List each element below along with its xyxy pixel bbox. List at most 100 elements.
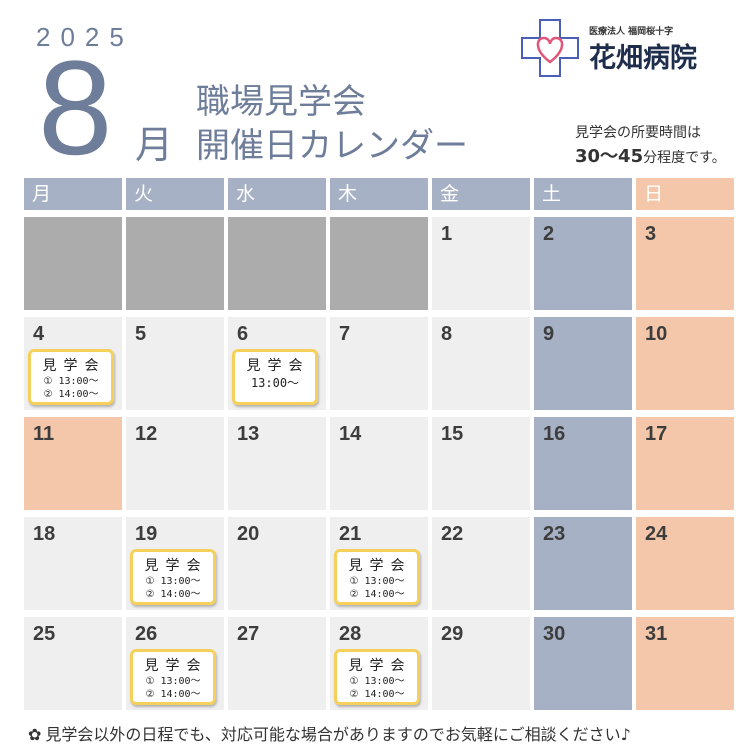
day-cell: 18 <box>24 517 122 610</box>
empty-day-cell <box>330 217 428 310</box>
day-number: 21 <box>339 523 362 545</box>
day-number: 19 <box>135 523 158 545</box>
weekday-header: 日 <box>636 178 734 210</box>
tour-time: ① 13:00〜 <box>349 676 405 687</box>
weekday-header: 金 <box>432 178 530 210</box>
day-cell: 25 <box>24 617 122 710</box>
day-number: 30 <box>543 623 566 645</box>
tour-label: 見学会 <box>348 558 412 574</box>
day-number: 16 <box>543 423 566 445</box>
tour-label: 見学会 <box>246 358 310 374</box>
tour-label: 見学会 <box>144 658 208 674</box>
day-number: 7 <box>339 323 351 345</box>
tour-badge: 見学会 13:00〜 <box>232 349 318 405</box>
flower-icon: ✿ <box>28 725 42 744</box>
day-number: 29 <box>441 623 464 645</box>
tour-time: ① 13:00〜 <box>145 676 201 687</box>
day-cell: 10 <box>636 317 734 410</box>
day-cell: 28 見学会 ① 13:00〜 ② 14:00〜 <box>330 617 428 710</box>
tour-time: ① 13:00〜 <box>145 576 201 587</box>
day-cell: 15 <box>432 417 530 510</box>
day-cell: 26 見学会 ① 13:00〜 ② 14:00〜 <box>126 617 224 710</box>
empty-day-cell <box>228 217 326 310</box>
tour-time: ① 13:00〜 <box>349 576 405 587</box>
day-cell: 1 <box>432 217 530 310</box>
day-cell: 20 <box>228 517 326 610</box>
day-number: 20 <box>237 523 260 545</box>
tour-badge: 見学会 ① 13:00〜 ② 14:00〜 <box>334 649 420 705</box>
day-number: 28 <box>339 623 362 645</box>
empty-day-cell <box>24 217 122 310</box>
logo-name: 花畑病院 <box>589 43 697 74</box>
day-cell: 17 <box>636 417 734 510</box>
day-cell: 13 <box>228 417 326 510</box>
month-number: 8 <box>38 34 113 183</box>
day-cell: 27 <box>228 617 326 710</box>
day-cell: 9 <box>534 317 632 410</box>
duration-line1: 見学会の所要時間は <box>575 125 701 141</box>
cross-heart-icon <box>521 19 579 77</box>
tour-time: ② 14:00〜 <box>43 389 99 400</box>
day-number: 1 <box>441 223 453 245</box>
day-number: 18 <box>33 523 56 545</box>
empty-day-cell <box>126 217 224 310</box>
day-cell: 29 <box>432 617 530 710</box>
day-cell: 16 <box>534 417 632 510</box>
tour-label: 見学会 <box>42 358 106 374</box>
day-cell: 4 見学会 ① 13:00〜 ② 14:00〜 <box>24 317 122 410</box>
duration-number: 30〜45 <box>575 146 644 167</box>
day-number: 13 <box>237 423 260 445</box>
year: 2025 <box>36 22 134 52</box>
day-cell: 19 見学会 ① 13:00〜 ② 14:00〜 <box>126 517 224 610</box>
tour-time: 13:00〜 <box>250 376 300 390</box>
day-cell: 12 <box>126 417 224 510</box>
day-number: 3 <box>645 223 657 245</box>
tour-time: ② 14:00〜 <box>145 589 201 600</box>
day-cell: 31 <box>636 617 734 710</box>
day-number: 27 <box>237 623 260 645</box>
day-cell: 8 <box>432 317 530 410</box>
weekday-header: 土 <box>534 178 632 210</box>
tour-time: ① 13:00〜 <box>43 376 99 387</box>
tour-label: 見学会 <box>348 658 412 674</box>
day-number: 9 <box>543 323 555 345</box>
weekday-header: 木 <box>330 178 428 210</box>
day-number: 6 <box>237 323 249 345</box>
footer-note: ✿ 見学会以外の日程でも、対応可能な場合がありますのでお気軽にご相談ください♪ <box>28 721 631 745</box>
tour-badge: 見学会 ① 13:00〜 ② 14:00〜 <box>130 549 216 605</box>
tour-badge: 見学会 ① 13:00〜 ② 14:00〜 <box>334 549 420 605</box>
day-cell: 7 <box>330 317 428 410</box>
day-cell: 21 見学会 ① 13:00〜 ② 14:00〜 <box>330 517 428 610</box>
tour-time: ② 14:00〜 <box>145 689 201 700</box>
day-cell: 22 <box>432 517 530 610</box>
tour-badge: 見学会 ① 13:00〜 ② 14:00〜 <box>28 349 114 405</box>
tour-time: ② 14:00〜 <box>349 689 405 700</box>
day-number: 4 <box>33 323 45 345</box>
day-number: 14 <box>339 423 362 445</box>
day-cell: 30 <box>534 617 632 710</box>
day-number: 24 <box>645 523 668 545</box>
day-number: 25 <box>33 623 56 645</box>
day-cell: 14 <box>330 417 428 510</box>
day-number: 23 <box>543 523 566 545</box>
tour-time: ② 14:00〜 <box>349 589 405 600</box>
weekday-header: 火 <box>126 178 224 210</box>
duration-line2: 30〜45分程度です。 <box>575 142 726 168</box>
day-number: 12 <box>135 423 158 445</box>
day-cell: 23 <box>534 517 632 610</box>
day-number: 26 <box>135 623 158 645</box>
day-number: 5 <box>135 323 147 345</box>
day-cell: 2 <box>534 217 632 310</box>
title-line2: 開催日カレンダー <box>196 126 468 166</box>
footer-text: 見学会以外の日程でも、対応可能な場合がありますのでお気軽にご相談ください♪ <box>45 725 631 744</box>
day-number: 31 <box>645 623 668 645</box>
day-number: 22 <box>441 523 464 545</box>
day-number: 2 <box>543 223 555 245</box>
title-line1: 職場見学会 <box>196 82 366 122</box>
weekday-header: 月 <box>24 178 122 210</box>
day-cell: 6 見学会 13:00〜 <box>228 317 326 410</box>
day-number: 15 <box>441 423 464 445</box>
tour-label: 見学会 <box>144 558 208 574</box>
day-number: 11 <box>33 423 55 445</box>
tour-badge: 見学会 ① 13:00〜 ② 14:00〜 <box>130 649 216 705</box>
